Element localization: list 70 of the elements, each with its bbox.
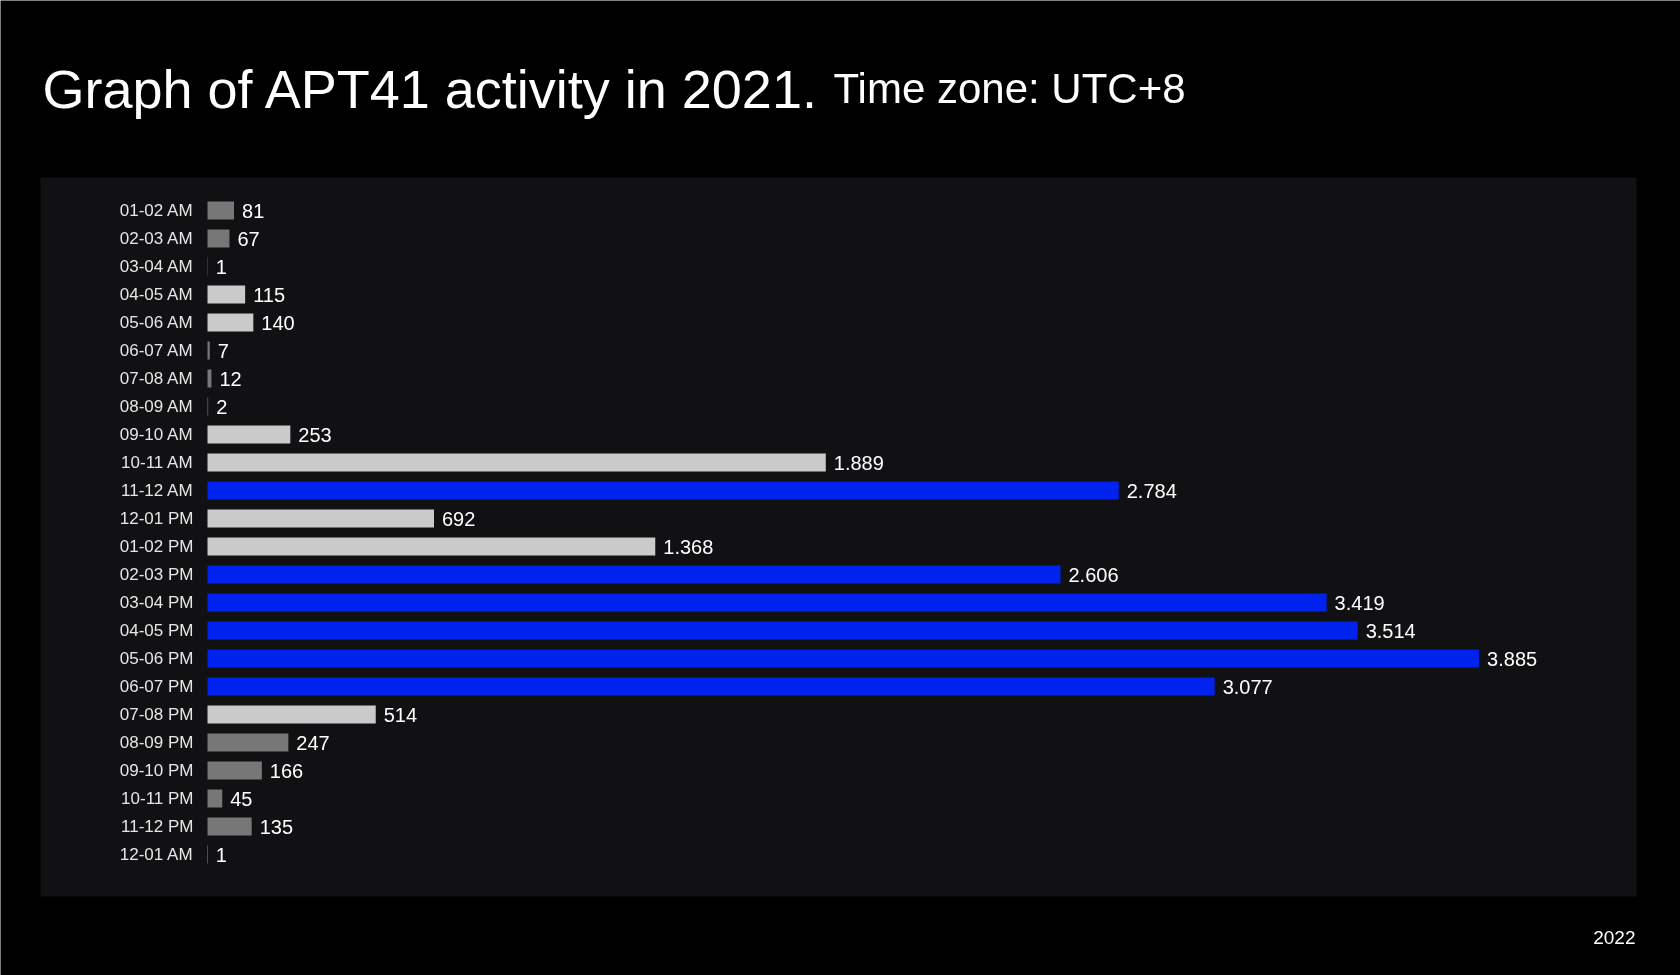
- bar: [207, 425, 291, 444]
- bar: [207, 817, 252, 836]
- bar: [207, 705, 376, 724]
- data-label: 3.885: [1487, 647, 1538, 670]
- data-label: 3.514: [1365, 619, 1416, 642]
- y-tick-label: 07-08 PM: [119, 705, 194, 724]
- y-tick-label: 05-06 PM: [119, 649, 194, 668]
- data-label: 140: [261, 311, 295, 334]
- data-label: 2.606: [1068, 563, 1119, 586]
- y-tick-label: 09-10 PM: [119, 761, 194, 780]
- data-label: 1.368: [663, 535, 714, 558]
- y-tick-label: 02-03 AM: [119, 229, 193, 248]
- bar: [207, 481, 1119, 500]
- bar: [207, 537, 656, 556]
- bar: [207, 621, 1358, 640]
- y-tick-label: 12-01 AM: [119, 845, 193, 864]
- data-label: 81: [242, 199, 265, 222]
- y-tick-label: 01-02 PM: [119, 537, 194, 556]
- y-tick-label: 06-07 PM: [119, 677, 194, 696]
- y-tick-label: 06-07 AM: [119, 341, 193, 360]
- y-tick-label: 04-05 AM: [119, 285, 193, 304]
- y-tick-label: 09-10 AM: [119, 425, 193, 444]
- data-label: 45: [230, 787, 253, 810]
- data-label: 3.419: [1334, 591, 1385, 614]
- bar: [207, 649, 1480, 668]
- y-tick-label: 10-11 AM: [121, 453, 193, 472]
- bar: [207, 565, 1061, 584]
- y-tick-label: 11-12 PM: [121, 817, 194, 836]
- bar: [207, 229, 230, 248]
- y-tick-label: 01-02 AM: [119, 201, 193, 220]
- bar: [207, 453, 826, 472]
- data-label: 3.077: [1222, 675, 1273, 698]
- data-label: 7: [217, 339, 229, 362]
- chart-title: Graph of APT41 activity in 2021.: [42, 58, 817, 119]
- data-label: 253: [298, 423, 332, 446]
- y-tick-label: 11-12 AM: [121, 481, 193, 500]
- bar: [207, 509, 434, 528]
- y-tick-label: 02-03 PM: [119, 565, 194, 584]
- data-label: 166: [269, 759, 304, 782]
- data-label: 1: [215, 255, 227, 278]
- data-label: 12: [219, 367, 242, 390]
- bar: [207, 285, 246, 304]
- chart-subtitle: Time zone: UTC+8: [833, 65, 1186, 112]
- bar: [207, 761, 262, 780]
- y-tick-label: 08-09 PM: [119, 733, 194, 752]
- bar: [207, 677, 1215, 696]
- bar: [207, 789, 223, 808]
- y-tick-label: 04-05 PM: [119, 621, 194, 640]
- data-label: 115: [253, 283, 286, 306]
- data-label: 2.784: [1126, 479, 1177, 502]
- bar: [207, 593, 1327, 612]
- data-label: 67: [237, 227, 260, 250]
- y-tick-label: 10-11 PM: [121, 789, 194, 808]
- y-tick-label: 12-01 PM: [119, 509, 194, 528]
- text: 2022: [1593, 927, 1636, 948]
- bar: [207, 201, 235, 220]
- y-tick-label: 05-06 AM: [119, 313, 193, 332]
- y-tick-label: 03-04 AM: [119, 257, 193, 276]
- data-label: 1: [215, 843, 227, 866]
- y-tick-label: 07-08 AM: [119, 369, 193, 388]
- bar: [207, 313, 254, 332]
- y-tick-label: 08-09 AM: [119, 397, 193, 416]
- data-label: 247: [296, 731, 330, 754]
- data-label: 2: [216, 395, 228, 418]
- y-tick-label: 03-04 PM: [119, 593, 194, 612]
- data-label: 135: [259, 815, 294, 838]
- data-label: 1.889: [833, 451, 884, 474]
- bar: [207, 733, 289, 752]
- data-label: 514: [383, 703, 418, 726]
- data-label: 692: [442, 507, 476, 530]
